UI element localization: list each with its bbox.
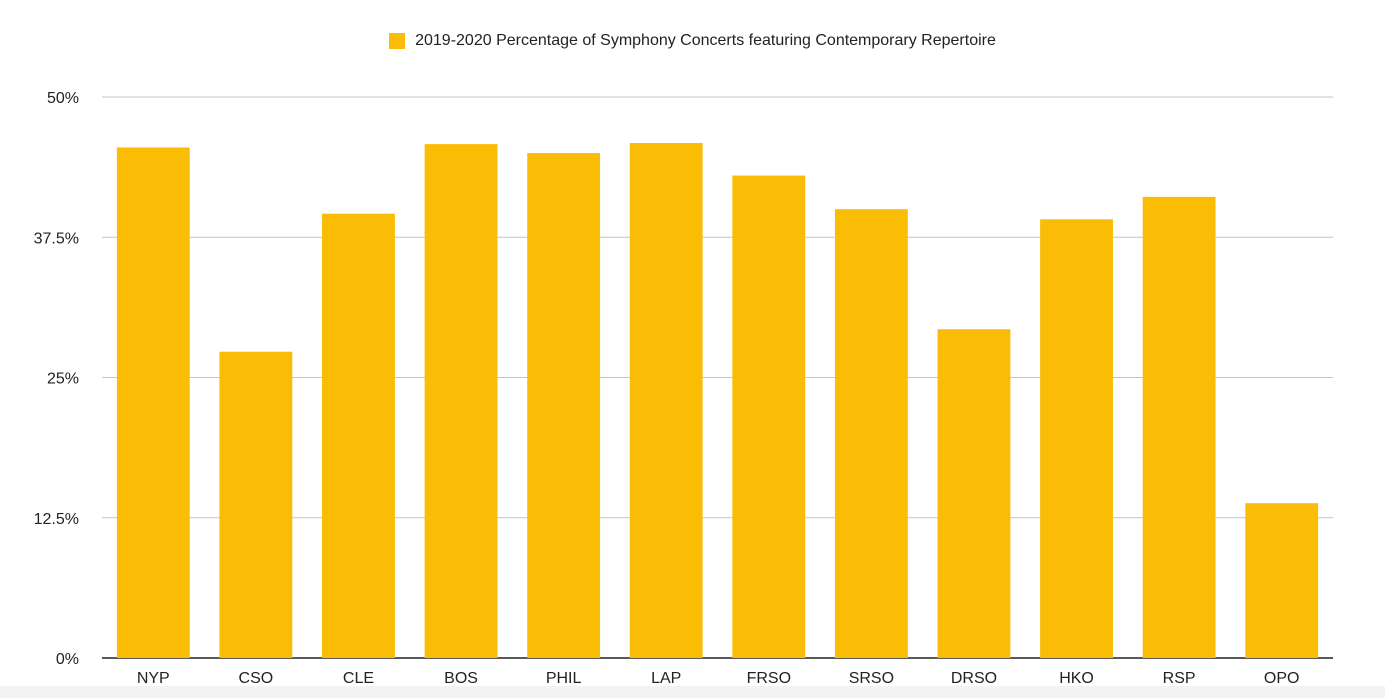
bar-opo	[1245, 503, 1319, 658]
x-tick-label: CSO	[239, 670, 274, 687]
y-tick-label: 25%	[47, 371, 79, 388]
x-tick-label: FRSO	[747, 670, 791, 687]
y-tick-label: 12.5%	[34, 511, 79, 528]
x-tick-label: PHIL	[546, 670, 582, 687]
y-tick-label: 0%	[56, 651, 79, 668]
bar-cso	[219, 351, 293, 658]
bars	[116, 143, 1319, 659]
axes: 0% 12.5% 25% 37.5% 50% NYP CSO CLE BOS PHIL LAP FRS…	[34, 90, 1300, 687]
x-tick-label: LAP	[651, 670, 681, 687]
bar-drso	[937, 329, 1011, 658]
gridlines	[102, 96, 1333, 659]
bar-lap	[629, 143, 703, 658]
y-tick-label: 37.5%	[34, 230, 79, 247]
legend-label: 2019-2020 Percentage of Symphony Concert…	[415, 32, 996, 49]
bottom-strip	[0, 686, 1385, 698]
bar-nyp	[116, 147, 190, 659]
x-tick-label: OPO	[1264, 670, 1300, 687]
x-tick-label: DRSO	[951, 670, 997, 687]
x-tick-label: BOS	[444, 670, 478, 687]
legend-swatch	[389, 33, 406, 49]
bar-srso	[834, 209, 908, 658]
bar-hko	[1040, 219, 1113, 658]
bar-cle	[322, 213, 395, 659]
bar-frso	[732, 175, 806, 659]
x-tick-label: HKO	[1059, 670, 1094, 687]
x-tick-label: SRSO	[849, 670, 894, 687]
x-tick-label: CLE	[343, 670, 374, 687]
bar-phil	[527, 153, 601, 658]
legend: 2019-2020 Percentage of Symphony Concert…	[0, 31, 1385, 51]
bar-bos	[424, 144, 498, 658]
y-tick-label: 50%	[47, 90, 79, 107]
x-tick-label: RSP	[1163, 670, 1196, 687]
x-tick-label: NYP	[137, 670, 170, 687]
bar-rsp	[1142, 196, 1216, 658]
